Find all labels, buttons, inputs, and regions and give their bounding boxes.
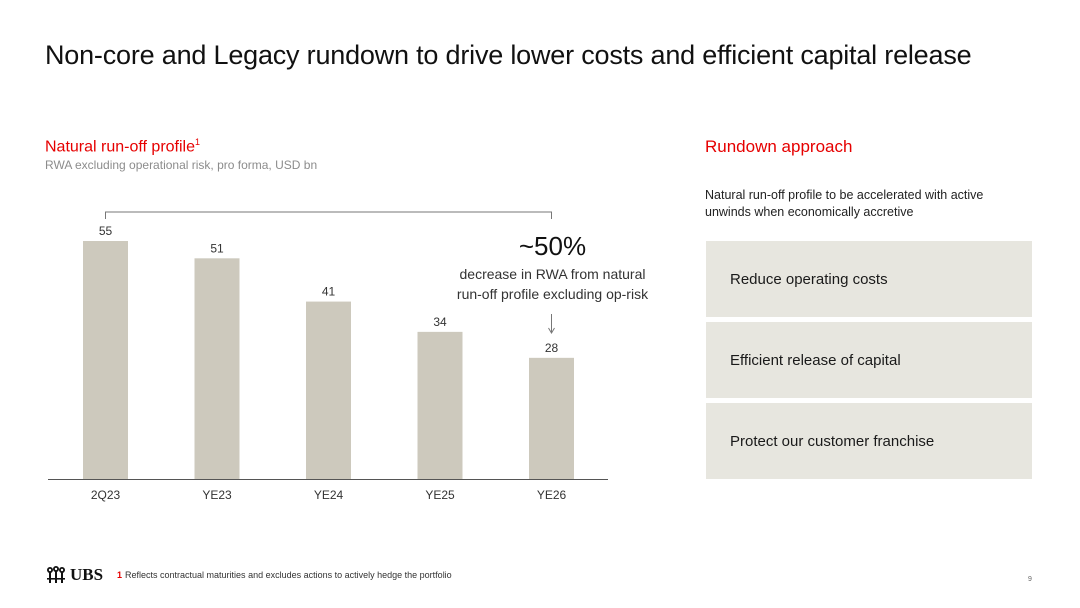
data-label-ye25: 34	[433, 315, 447, 329]
x-tick-label-ye26: YE26	[537, 488, 567, 502]
bar-ye26	[529, 357, 574, 479]
chart-subtitle: RWA excluding operational risk, pro form…	[45, 158, 318, 172]
rundown-item-reduce-costs: Reduce operating costs	[706, 241, 1032, 317]
bar-ye25	[417, 331, 463, 479]
rundown-item-capital-release: Efficient release of capital	[706, 322, 1032, 398]
chart-title: Natural run-off profile1	[45, 137, 200, 156]
arrow-head	[548, 327, 555, 334]
bar-2q23	[83, 241, 128, 479]
chart-title-footnote-marker: 1	[195, 137, 201, 147]
bar-ye24	[306, 301, 351, 479]
rundown-title: Rundown approach	[705, 137, 853, 156]
x-tick-label-ye24: YE24	[314, 488, 344, 502]
chart-title-text: Natural run-off profile	[45, 138, 195, 156]
ubs-logo-text: UBS	[70, 565, 104, 584]
decrease-headline: ~50%	[518, 231, 587, 261]
ubs-keys-icon	[47, 566, 65, 583]
decrease-text-line-1: decrease in RWA from natural	[459, 266, 646, 282]
ubs-logo: UBS	[45, 565, 103, 585]
data-label-ye26: 28	[545, 341, 559, 355]
footnote-text: Reflects contractual maturities and excl…	[125, 570, 452, 580]
x-tick-label-ye23: YE23	[202, 488, 232, 502]
page-title: Non-core and Legacy rundown to drive low…	[45, 40, 972, 70]
data-label-ye23: 51	[210, 241, 224, 255]
bar-ye23	[194, 258, 240, 479]
footnote-marker: 1	[117, 570, 123, 580]
decrease-description: decrease in RWA from natural run-off pro…	[420, 264, 685, 304]
data-label-2q23: 55	[99, 224, 113, 238]
page-number: 9	[1028, 576, 1032, 583]
rundown-item-label: Reduce operating costs	[730, 270, 888, 288]
footnote: 1 Reflects contractual maturities and exc…	[117, 570, 452, 580]
decrease-callout: ~50% decrease in RWA from natural run-of…	[420, 230, 685, 304]
bar-chart: 55 2Q23 51 YE23 41 YE24 34 YE25 28 YE26	[48, 211, 608, 502]
rundown-item-label: Efficient release of capital	[730, 351, 901, 369]
x-tick-label-2q23: 2Q23	[91, 488, 121, 502]
data-label-ye24: 41	[322, 285, 336, 299]
decrease-text-line-2: run-off profile excluding op-risk	[456, 286, 649, 302]
decrease-bracket	[105, 211, 552, 219]
x-tick-label-ye25: YE25	[425, 488, 455, 502]
rundown-item-label: Protect our customer franchise	[730, 432, 935, 450]
rundown-item-customer-franchise: Protect our customer franchise	[706, 403, 1032, 479]
rundown-intro: Natural run-off profile to be accelerate…	[705, 188, 984, 219]
